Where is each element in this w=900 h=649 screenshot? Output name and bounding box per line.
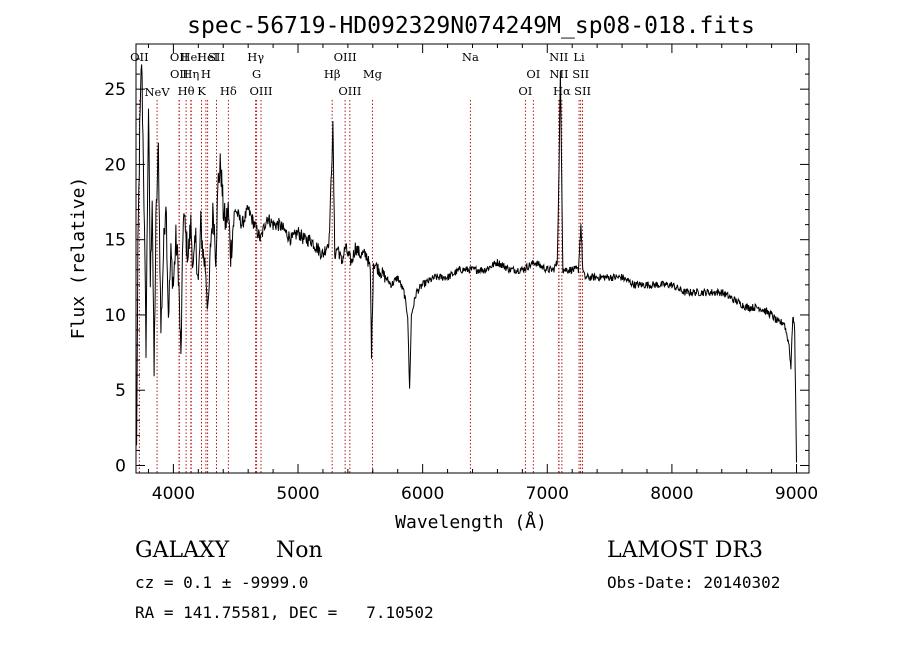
line-label-20: OI	[518, 84, 532, 98]
survey-label: LAMOST DR3	[607, 538, 763, 563]
object-class: GALAXY	[135, 538, 230, 563]
x-tick-label-0: 4000	[152, 484, 195, 504]
line-label-19: Na	[462, 50, 479, 64]
chart-title: spec-56719-HD092329N074249M_sp08-018.fit…	[187, 13, 755, 39]
line-label-1: NeV	[144, 85, 170, 99]
y-tick-label-0: 0	[115, 456, 126, 476]
line-label-17: OIII	[338, 84, 361, 98]
x-tick-label-4: 8000	[650, 484, 693, 504]
line-label-12: Hγ	[247, 50, 264, 64]
line-label-8: H	[201, 67, 211, 81]
line-label-21: OI	[526, 67, 540, 81]
line-label-24: Hα	[553, 84, 571, 98]
line-label-10: SII	[208, 50, 225, 64]
y-axis-label: Flux (relative)	[68, 177, 89, 340]
y-tick-label-2: 10	[104, 306, 126, 326]
line-label-26: SII	[572, 67, 589, 81]
x-tick-label-5: 9000	[775, 484, 818, 504]
line-label-6: HeI	[181, 50, 202, 64]
x-tick-label-1: 5000	[276, 484, 319, 504]
x-tick-label-3: 7000	[526, 484, 569, 504]
line-label-25: Li	[573, 50, 585, 64]
coordinates-readout: RA = 141.75581, DEC = 7.10502	[135, 603, 434, 622]
line-label-22: NII	[549, 50, 568, 64]
line-label-23: NII	[549, 67, 568, 81]
spectral-line-markers	[138, 100, 583, 473]
line-label-2: OII	[170, 50, 189, 64]
x-tick-label-2: 6000	[401, 484, 444, 504]
line-label-11: Hδ	[220, 84, 237, 98]
y-tick-label-4: 20	[104, 155, 126, 175]
y-tick-label-5: 25	[104, 80, 126, 100]
y-tick-label-3: 15	[104, 231, 126, 251]
line-label-7: K	[197, 84, 206, 98]
line-label-5: Hη	[182, 67, 199, 81]
x-axis-ticks: 4000 5000 6000 7000 8000 9000	[147, 44, 818, 504]
line-label-0: OII	[130, 50, 149, 64]
line-label-4: Hθ	[178, 84, 195, 98]
object-subclass: Non	[276, 538, 323, 563]
line-label-16: OIII	[334, 50, 357, 64]
redshift-readout: cz = 0.1 ± -9999.0	[135, 573, 309, 592]
plot-frame	[135, 43, 810, 474]
observation-date: Obs-Date: 20140302	[607, 573, 781, 592]
line-label-15: Hβ	[324, 67, 341, 81]
spectrum-line	[136, 64, 797, 463]
line-label-14: OIII	[249, 84, 272, 98]
spectral-line-labels: OIINeVOIIOIIHθHηHeIKHHeISIIHδHγGOIIIHβOI…	[130, 50, 591, 99]
y-tick-label-1: 5	[115, 381, 126, 401]
x-axis-label: Wavelength (Å)	[395, 511, 547, 533]
y-axis-ticks: 0 5 10 15 20 25	[104, 58, 809, 476]
line-label-3: OII	[170, 67, 189, 81]
line-label-27: SII	[574, 84, 591, 98]
line-label-13: G	[252, 67, 261, 81]
line-label-18: Mg	[363, 67, 383, 81]
line-label-9: HeI	[197, 50, 218, 64]
